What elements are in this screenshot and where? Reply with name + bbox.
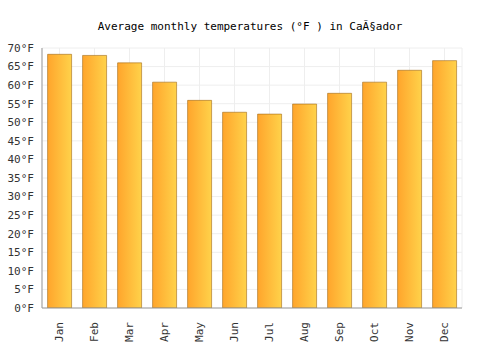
svg-text:Mar: Mar bbox=[123, 322, 136, 342]
svg-text:Apr: Apr bbox=[158, 322, 171, 342]
svg-text:25°F: 25°F bbox=[8, 209, 34, 222]
svg-text:Nov: Nov bbox=[403, 322, 416, 342]
svg-text:Jan: Jan bbox=[53, 322, 66, 342]
svg-text:5°F: 5°F bbox=[14, 283, 34, 296]
svg-text:40°F: 40°F bbox=[8, 153, 34, 166]
svg-text:70°F: 70°F bbox=[8, 42, 34, 55]
svg-text:30°F: 30°F bbox=[8, 190, 34, 203]
svg-text:Oct: Oct bbox=[368, 322, 381, 342]
svg-text:55°F: 55°F bbox=[8, 98, 34, 111]
svg-text:Dec: Dec bbox=[438, 322, 451, 342]
html-text:Average monthly temperatures (: Average monthly temperatures (°F ) in Ca… bbox=[97, 20, 403, 33]
svg-text:45°F: 45°F bbox=[8, 135, 34, 148]
svg-text:Jul: Jul bbox=[263, 322, 276, 342]
svg-text:0°F: 0°F bbox=[14, 302, 34, 315]
svg-text:10°F: 10°F bbox=[8, 265, 34, 278]
svg-text:20°F: 20°F bbox=[8, 228, 34, 241]
svg-text:Sep: Sep bbox=[333, 322, 346, 342]
svg-text:15°F: 15°F bbox=[8, 246, 34, 259]
svg-text:35°F: 35°F bbox=[8, 172, 34, 185]
svg-text:65°F: 65°F bbox=[8, 60, 34, 73]
svg-text:50°F: 50°F bbox=[8, 116, 34, 129]
svg-text:Aug: Aug bbox=[298, 322, 311, 342]
svg-text:May: May bbox=[193, 322, 206, 342]
svg-text:Jun: Jun bbox=[228, 322, 241, 342]
svg-text:Feb: Feb bbox=[88, 322, 101, 342]
svg-text:60°F: 60°F bbox=[8, 79, 34, 92]
